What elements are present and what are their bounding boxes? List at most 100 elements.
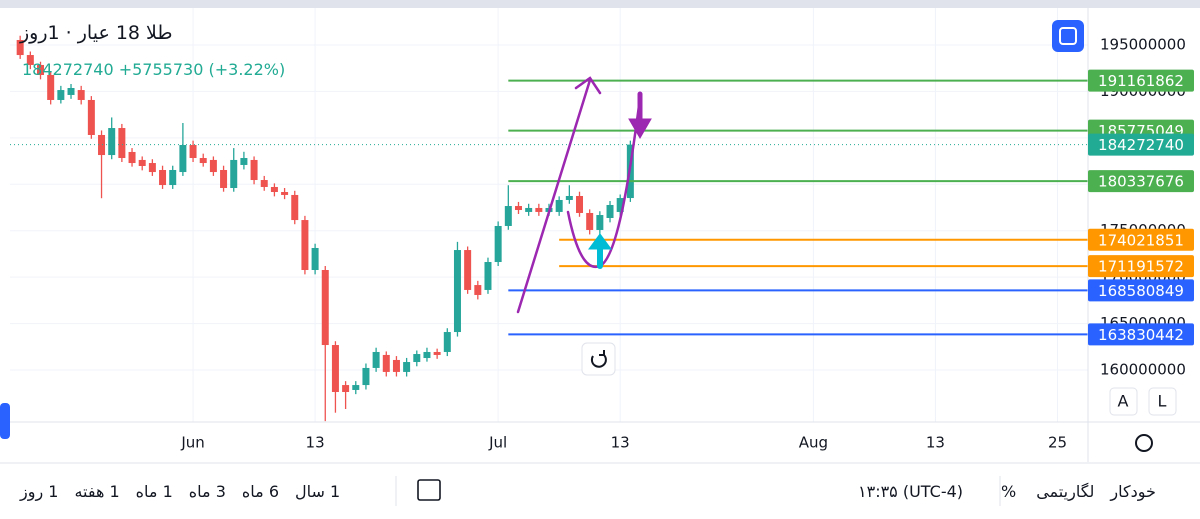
- candle-body: [108, 128, 116, 156]
- range-button[interactable]: 1 سال: [295, 481, 341, 501]
- candle-body: [179, 145, 187, 173]
- grid: [10, 8, 1088, 422]
- candle-body: [148, 163, 156, 173]
- side-tab[interactable]: [0, 403, 10, 439]
- candle-body: [57, 90, 65, 100]
- candle-body: [433, 351, 441, 355]
- scale-l-button[interactable]: [1148, 387, 1177, 416]
- up-arrow-head: [588, 233, 612, 250]
- candle-body: [321, 269, 329, 346]
- x-tick-label: 13: [611, 434, 630, 452]
- range-button[interactable]: 1 هفته: [74, 481, 120, 501]
- candle-body: [474, 285, 482, 295]
- candle-body: [464, 250, 472, 290]
- range-button[interactable]: 6 ماه: [241, 481, 279, 501]
- reset-button[interactable]: [581, 342, 616, 376]
- x-tick-label: Jun: [180, 434, 204, 452]
- price-tag-label: 171191572: [1098, 258, 1184, 276]
- x-tick-label: 13: [926, 434, 945, 452]
- range-button[interactable]: 3 ماه: [188, 481, 226, 501]
- candle-body: [159, 169, 167, 186]
- price-tag-label: 180337676: [1098, 173, 1184, 191]
- candle-body: [494, 225, 502, 263]
- candle-body: [98, 134, 106, 156]
- scale-l: L: [1158, 392, 1167, 411]
- price-tag: [1088, 279, 1194, 302]
- candle-body: [586, 212, 594, 230]
- candle-body: [342, 385, 350, 393]
- fullscreen-button[interactable]: [1052, 20, 1084, 52]
- change-pct: (+3.22%): [208, 60, 286, 79]
- candle-body: [87, 99, 95, 135]
- scale-a-button[interactable]: [1109, 387, 1138, 416]
- price-tag: [1088, 228, 1194, 251]
- trend-arrow: [516, 78, 592, 314]
- x-tick-label: Jul: [488, 434, 507, 452]
- y-tick-label: 160000000: [1100, 361, 1186, 379]
- change: +5755730: [118, 60, 204, 79]
- candle-body: [484, 262, 492, 290]
- price-tag: [1088, 69, 1194, 92]
- time: ۱۳:۳۵ (UTC-4): [858, 481, 964, 501]
- candle-body: [576, 195, 584, 213]
- scale-a: A: [1118, 392, 1129, 411]
- price-tag: [1088, 255, 1194, 278]
- candle-body: [616, 198, 624, 212]
- price-tag-label: 184272740: [1098, 136, 1184, 154]
- symbol-title: طلا 18 عیار · 1روز: [20, 22, 173, 44]
- candle-body: [606, 204, 614, 218]
- reset-icon: [590, 350, 607, 368]
- candle-body: [413, 354, 421, 363]
- candle-body: [382, 354, 390, 372]
- drawings: [516, 76, 652, 314]
- curve: [566, 96, 642, 269]
- candle-body: [77, 90, 85, 100]
- price-tag-label: 168580849: [1098, 282, 1184, 300]
- fullscreen-icon: [1059, 27, 1077, 45]
- last-price: 184272740: [22, 60, 114, 79]
- candle-body: [138, 159, 146, 166]
- range-button[interactable]: 1 ماه: [135, 481, 173, 501]
- arrow-head: [574, 76, 602, 95]
- axes: Jun13Jul13Aug132516000000016500000017000…: [180, 36, 1194, 452]
- candle-body: [128, 151, 136, 164]
- price-tag: [1088, 323, 1194, 346]
- candle-body: [37, 64, 45, 75]
- candle-body: [403, 362, 411, 372]
- candle-body: [260, 180, 268, 187]
- price-tag: [1088, 170, 1194, 193]
- candle-body: [281, 191, 289, 195]
- candle-body: [230, 159, 238, 189]
- percent[interactable]: %: [1001, 481, 1017, 501]
- candle-body: [514, 206, 522, 211]
- range-buttons: 1 روز 1 هفته 1 ماه 3 ماه 6 ماه 1 سال: [12, 478, 348, 504]
- candle-body: [535, 207, 543, 212]
- candle-body: [555, 199, 563, 212]
- candle-body: [16, 39, 24, 56]
- candle-body: [169, 169, 177, 186]
- chart-options: ۱۳:۳۵ (UTC-4) % لگاریتمی خودکار: [850, 478, 1164, 504]
- range-button[interactable]: 1 روز: [20, 481, 59, 501]
- y-tick-label: 195000000: [1100, 36, 1186, 54]
- candle-body: [372, 351, 380, 368]
- candle-body: [352, 385, 360, 390]
- candle-body: [199, 158, 207, 164]
- x-tick-label: Aug: [799, 434, 828, 452]
- candle-body: [220, 169, 228, 189]
- price-tag-label: 191161862: [1098, 72, 1184, 90]
- candle-body: [240, 158, 248, 165]
- plot: [10, 35, 1088, 422]
- settings-icon[interactable]: [1135, 434, 1153, 452]
- candle-body: [392, 359, 400, 372]
- date-range-icon[interactable]: [417, 479, 441, 501]
- candle-body: [596, 215, 604, 230]
- x-tick-label: 25: [1048, 434, 1067, 452]
- auto[interactable]: خودکار: [1110, 481, 1156, 501]
- candle-body: [189, 145, 197, 159]
- price-line: 184272740 +5755730 (+3.22%): [22, 60, 285, 79]
- log[interactable]: لگاریتمی: [1036, 481, 1095, 501]
- candle-body: [209, 159, 217, 173]
- candle-body: [423, 351, 431, 359]
- candle-body: [270, 186, 278, 192]
